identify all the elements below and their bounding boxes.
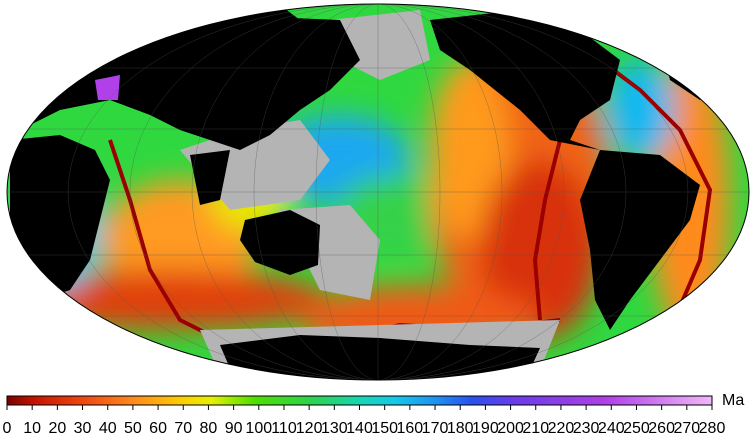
colorbar-tick-label: 0 — [3, 420, 12, 437]
colorbar-tick-label: 50 — [124, 420, 142, 437]
map-border — [6, 3, 750, 381]
map — [7, 4, 749, 380]
colorbar-tick-label: 150 — [371, 420, 398, 437]
colorbar-tick-label: 20 — [48, 420, 66, 437]
colorbar-tick-label: 130 — [321, 420, 348, 437]
colorbar-gradient — [6, 395, 713, 406]
colorbar-tick-label: 190 — [472, 420, 499, 437]
colorbar-tick-label: 260 — [648, 420, 675, 437]
colorbar: Ma 0 10 20 30 40 50 60 70 80 90 100 110 120130140150… — [3, 392, 745, 437]
colorbar-tick-label: 80 — [200, 420, 218, 437]
colorbar-tick-label: 270 — [673, 420, 700, 437]
colorbar-tick-label: 280 — [699, 420, 726, 437]
colorbar-tick-label: 170 — [422, 420, 449, 437]
colorbar-tick-label: 230 — [573, 420, 600, 437]
colorbar-tick-label: 100 — [245, 420, 272, 437]
colorbar-tick-label: 250 — [623, 420, 650, 437]
graticule — [7, 4, 749, 380]
colorbar-tick-label: 200 — [497, 420, 524, 437]
colorbar-tick-label: 40 — [99, 420, 117, 437]
colorbar-tick-label: 160 — [397, 420, 424, 437]
colorbar-unit: Ma — [722, 392, 744, 409]
colorbar-tick-label: 70 — [174, 420, 192, 437]
colorbar-tick-label: 180 — [447, 420, 474, 437]
colorbar-tick-label: 90 — [225, 420, 243, 437]
colorbar-tick-label: 60 — [149, 420, 167, 437]
colorbar-tick-label: 240 — [598, 420, 625, 437]
colorbar-tick-label: 110 — [271, 420, 297, 437]
colorbar-tick-label: 120 — [296, 420, 323, 437]
colorbar-tick-label: 210 — [522, 420, 549, 437]
colorbar-tick-label: 30 — [74, 420, 92, 437]
colorbar-tick-label: 220 — [548, 420, 575, 437]
colorbar-tick-label: 140 — [346, 420, 373, 437]
colorbar-tick-label: 10 — [23, 420, 41, 437]
